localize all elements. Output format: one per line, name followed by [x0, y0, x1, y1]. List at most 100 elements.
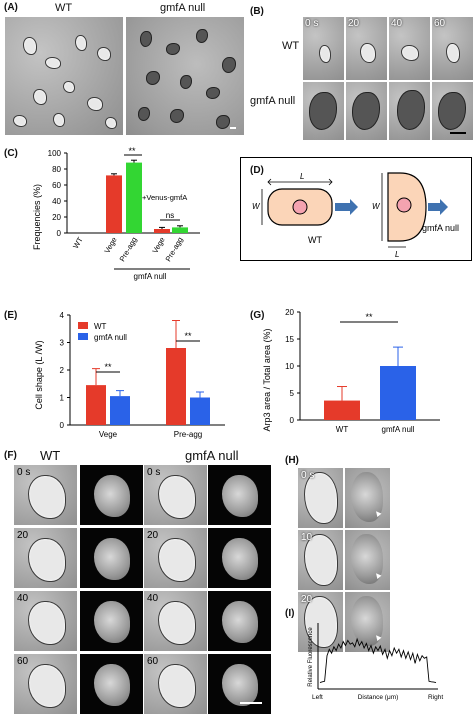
panel-b-row-null: gmfA null [250, 95, 296, 107]
legend-wt-swatch [78, 322, 88, 329]
x-tick-label: Vege [150, 236, 166, 255]
panel-g-ylabel: Arp3 area / Total area (%) [262, 329, 272, 432]
cell [158, 601, 196, 645]
scale-bar [230, 127, 236, 129]
cell [304, 596, 338, 648]
panel-c-sig2: ns [166, 211, 174, 220]
panel-e-ylabel: Cell shape (L /W) [34, 340, 44, 409]
cell [304, 534, 338, 586]
panel-f-time-label: 60 [147, 656, 159, 667]
panel-i-chart: Relative Fluorescence Left Distance (μm)… [308, 623, 443, 701]
y-tick-label: 2 [60, 366, 65, 375]
cell [28, 664, 66, 708]
panel-a-wt-title: WT [55, 2, 73, 14]
x-tick-label: Vege [99, 430, 118, 439]
panel-a-label: (A) [4, 2, 18, 13]
panel-b-null-frame-0 [303, 82, 344, 140]
panel-f-time-label: 20 [17, 530, 29, 541]
panel-b-wt-frame-2 [389, 17, 430, 80]
y-tick-label: 20 [285, 308, 294, 317]
y-tick-label: 4 [60, 311, 65, 320]
bar [172, 227, 188, 233]
panel-i-label: (I) [285, 608, 295, 619]
y-tick-label: 0 [290, 416, 295, 425]
cell [304, 472, 338, 524]
panel-d-null: gmfA null [422, 223, 459, 233]
panel-d-frame [240, 157, 472, 261]
null-phase-frame [144, 591, 207, 651]
y-tick-label: 80 [52, 165, 61, 174]
panel-b-row-wt: WT [282, 40, 300, 52]
cell [28, 601, 66, 645]
y-tick-label: 1 [60, 394, 65, 403]
wt-fluorescence-frame [80, 591, 143, 651]
panel-e-sig2: ** [184, 331, 192, 341]
arrow-right-icon [335, 199, 358, 215]
panel-f-time-label: 0 s [17, 467, 31, 478]
legend-wt-label: WT [94, 322, 107, 331]
y-tick-label: 3 [60, 339, 65, 348]
panel-b-null-frame-1 [346, 82, 387, 140]
wt-nucleus [292, 199, 308, 215]
panel-e-sig1: ** [104, 362, 112, 372]
cell [28, 475, 66, 519]
cell [222, 475, 258, 517]
h-fluorescence-frame: ▲ [345, 592, 390, 652]
wt-phase-frame [14, 465, 77, 525]
panel-i-xlabel: Distance (μm) [358, 694, 399, 701]
cell [351, 534, 383, 584]
y-tick-label: 5 [290, 389, 295, 398]
panel-b-time-0: 0 s [305, 18, 319, 29]
panel-a-null-title: gmfA null [160, 2, 206, 14]
panel-b-null-frame-3 [432, 82, 473, 140]
h-phase-frame [298, 468, 343, 528]
y-tick-label: 0 [60, 421, 65, 430]
wt-phase-frame [14, 528, 77, 588]
h-fluorescence-frame: ▲ [345, 468, 390, 528]
bar [190, 397, 210, 425]
bar [126, 162, 142, 233]
panel-d-W2: W [372, 202, 381, 211]
wt-fluorescence-frame [80, 654, 143, 714]
x-tick-label: Vege [102, 236, 118, 255]
wt-phase-frame [14, 591, 77, 651]
panel-f-time-label: 0 s [147, 467, 161, 478]
panel-b-wt-frame-1 [346, 17, 387, 80]
cell [94, 664, 130, 706]
x-tick-label: WT [336, 425, 349, 434]
panel-a-null-image [126, 17, 244, 135]
cell [351, 596, 383, 646]
x-tick-label: Pre-agg [174, 430, 202, 439]
y-tick-label: 20 [52, 213, 61, 222]
cell [94, 475, 130, 517]
panel-c-sig1: ** [128, 146, 136, 156]
panel-c-gmfa-null: gmfA null [134, 272, 167, 281]
panel-h-time-label: 0 s [301, 470, 315, 481]
x-tick-label: WT [71, 235, 85, 250]
panel-i-left: Left [312, 694, 323, 701]
panel-h-time-label: 20 [301, 594, 313, 605]
bar [324, 400, 360, 420]
panel-b-wt-frame-0 [303, 17, 344, 80]
panel-d-label: (D) [250, 165, 264, 176]
cell [158, 664, 196, 708]
scale-bar [240, 702, 262, 704]
null-fluorescence-frame [208, 528, 271, 588]
cell [222, 538, 258, 580]
panel-f-time-label: 20 [147, 530, 159, 541]
panel-e-chart: Cell shape (L /W) 0 1 2 3 4 Vege Pre-agg WT g… [34, 311, 225, 439]
bar [154, 229, 170, 233]
cell [158, 475, 196, 519]
panel-g-chart: Arp3 area / Total area (%) 0 5 10 15 20 WT gm… [262, 308, 440, 434]
cell [158, 538, 196, 582]
panel-b-time-3: 60 [434, 18, 446, 29]
null-phase-frame [144, 528, 207, 588]
bar [380, 366, 416, 420]
bar [86, 385, 106, 425]
y-tick-label: 40 [52, 197, 61, 206]
h-phase-frame [298, 592, 343, 652]
panel-d-diagram: L W WT W L gmfA null [252, 172, 459, 259]
panel-g-sig: ** [365, 312, 373, 322]
null-nucleus [396, 197, 412, 213]
cell [222, 601, 258, 643]
